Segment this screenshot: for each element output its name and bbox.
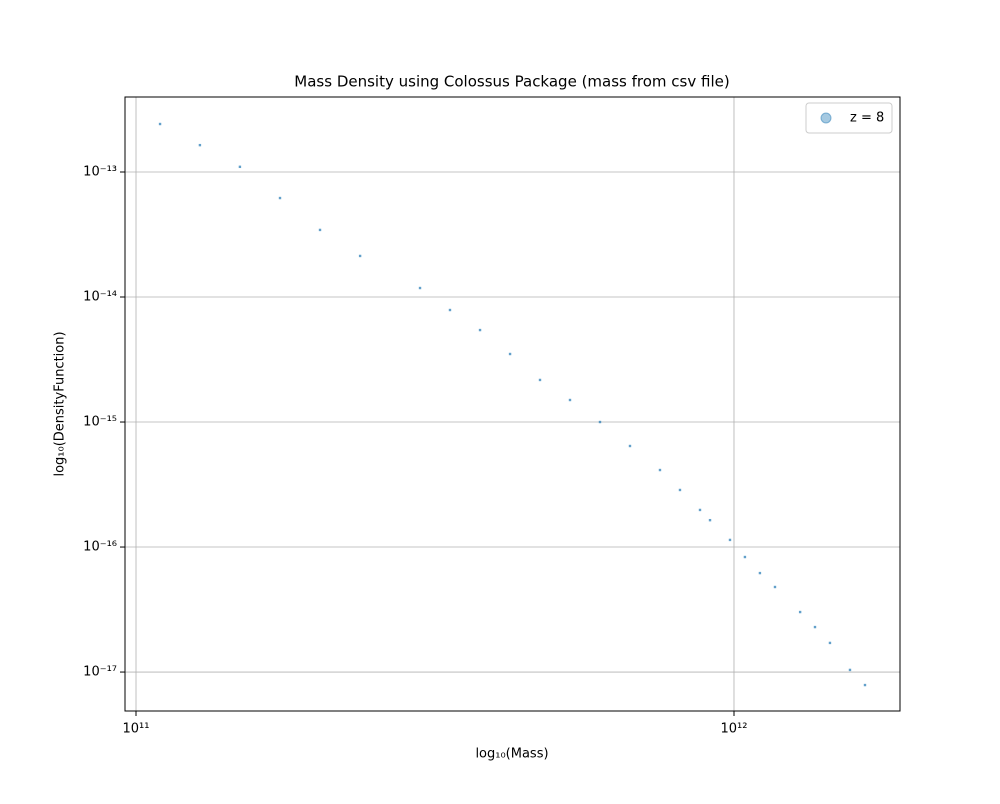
chart-title: Mass Density using Colossus Package (mas… (294, 73, 729, 91)
plot-frame (124, 96, 901, 712)
legend-label: z = 8 (850, 111, 884, 126)
x-axis-label: log₁₀(Mass) (475, 747, 548, 762)
legend-marker (820, 112, 832, 124)
point (848, 668, 852, 672)
y-tick-label: 10⁻¹⁶ (83, 540, 117, 555)
point (158, 122, 162, 126)
y-axis-label: log₁₀(DensityFunction) (53, 331, 68, 476)
point (278, 196, 282, 200)
point (598, 420, 602, 424)
point (418, 286, 422, 290)
point (728, 538, 732, 542)
point (238, 165, 242, 169)
point (813, 625, 817, 629)
point (758, 571, 762, 575)
point (658, 468, 662, 472)
point (448, 308, 452, 312)
point (773, 585, 777, 589)
point (568, 398, 572, 402)
y-tick-label: 10⁻¹⁵ (83, 415, 117, 430)
point (538, 378, 542, 382)
point (628, 444, 632, 448)
point (743, 555, 747, 559)
point (698, 508, 702, 512)
legend-box (805, 102, 893, 134)
x-tick-label: 10¹¹ (123, 722, 150, 737)
x-tick-label: 10¹² (721, 722, 748, 737)
y-tick-label: 10⁻¹³ (83, 164, 117, 179)
point (198, 143, 202, 147)
point (358, 254, 362, 258)
y-tick-label: 10⁻¹⁴ (83, 290, 117, 305)
point (678, 488, 682, 492)
point (828, 641, 832, 645)
point (708, 518, 712, 522)
point (863, 683, 867, 687)
point (798, 610, 802, 614)
point (508, 352, 512, 356)
y-tick-label: 10⁻¹⁷ (83, 665, 117, 680)
point (478, 328, 482, 332)
point (318, 228, 322, 232)
